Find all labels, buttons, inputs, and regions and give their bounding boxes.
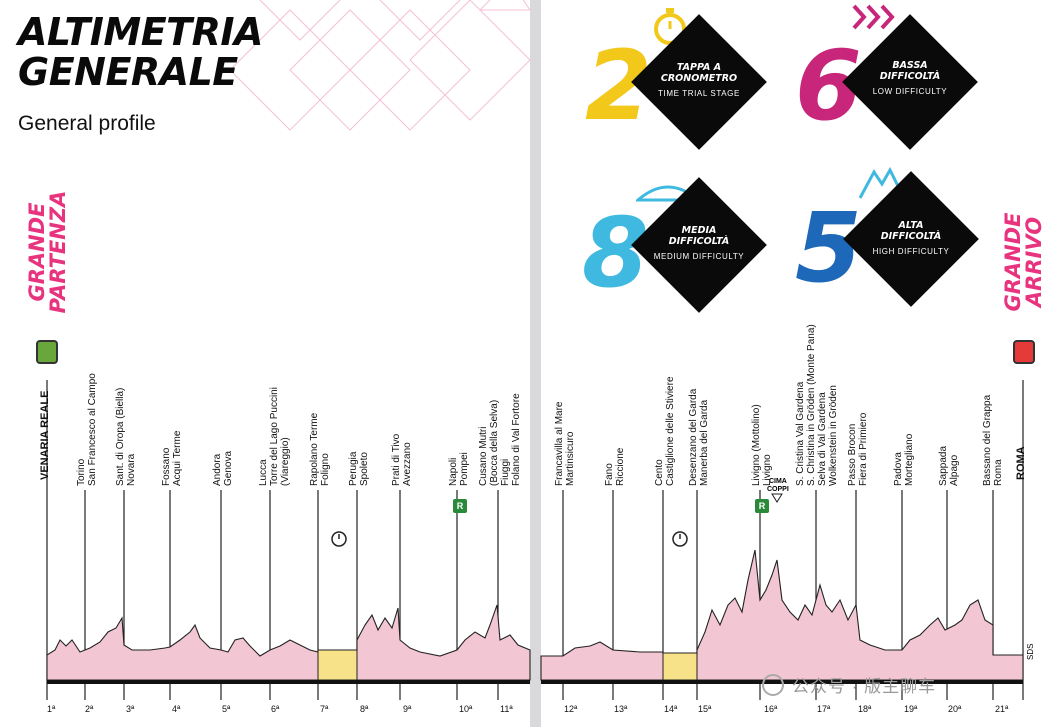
stage-number-19: 19ª: [904, 704, 918, 714]
title-line-1: ALTIMETRIA: [18, 10, 263, 54]
start-badge-icon: [36, 340, 58, 364]
medium-difficulty-count: 8: [582, 197, 649, 309]
location-label-stage-2: Sant. di Oropa (Biella) Novara: [115, 387, 137, 486]
low-difficulty-label: BASSA DIFFICOLTÀ: [879, 60, 941, 82]
tt-segment-left: [317, 649, 358, 681]
medium-difficulty-label: MEDIA DIFFICOLTÀ: [668, 225, 730, 247]
high-difficulty-label: ALTA DIFFICOLTÀ: [880, 220, 942, 242]
sds-label: SDS: [1026, 643, 1035, 660]
location-label-stage-7: Perugia Spoleto: [348, 451, 370, 486]
stopwatch-marker-icon: [331, 531, 688, 547]
stage-number-20: 20ª: [948, 704, 962, 714]
stage-number-1: 1ª: [47, 704, 56, 714]
location-label-stage-20: Bassano del Grappa Roma: [982, 394, 1004, 486]
location-label-stage-4: Andora Genova: [212, 450, 234, 486]
location-label-stage-10: Cusano Mutri (Bocca della Selva) Fiuggi …: [478, 393, 522, 486]
stage-number-14: 14ª: [664, 704, 678, 714]
r-badge-icon-left: R: [453, 499, 467, 513]
low-difficulty-sublabel: LOW DIFFICULTY: [872, 87, 948, 96]
location-label-stage-6: Rapolano Terme Foligno: [309, 412, 331, 486]
watermark-text: 公众号 · 版主聊车: [792, 677, 937, 696]
time-trial-text: TAPPA A CRONOMETRO TIME TRIAL STAGE: [639, 62, 759, 98]
location-label-stage-8: Prati di Tivo Avezzano: [391, 433, 413, 486]
location-label-stage-14: Desenzano del Garda Manerba del Garda: [688, 388, 710, 486]
page-subtitle: General profile: [18, 112, 156, 135]
time-trial-sublabel: TIME TRIAL STAGE: [658, 89, 740, 98]
location-label-stage-17: Passo Brocon Fiera di Primiero: [847, 412, 869, 486]
stage-number-18: 18ª: [858, 704, 872, 714]
high-difficulty-count: 5: [795, 192, 862, 304]
location-label-stage-16: S. Cristina Val Gardena S. Christina in …: [795, 324, 839, 486]
low-difficulty-text: BASSA DIFFICOLTÀ LOW DIFFICULTY: [850, 60, 970, 96]
finish-city-label: ROMA: [1015, 446, 1027, 480]
stage-number-13: 13ª: [614, 704, 628, 714]
location-label-stage-5: Lucca Torre del Lago Puccini (Viareggio): [258, 387, 291, 486]
stage-number-15: 15ª: [698, 704, 712, 714]
high-difficulty-sublabel: HIGH DIFFICULTY: [872, 247, 950, 256]
page-gutter: [530, 0, 541, 727]
stage-number-5: 5ª: [222, 704, 231, 714]
location-label-stage-1: Torino San Francesco al Campo: [76, 373, 98, 486]
stage-number-10: 10ª: [459, 704, 473, 714]
mountains-icon: [858, 166, 906, 199]
stage-number-7: 7ª: [320, 704, 329, 714]
page-title: ALTIMETRIA GENERALE: [18, 12, 263, 92]
finish-badge-icon: [1013, 340, 1035, 364]
stage-number-11: 11ª: [500, 704, 513, 714]
r-badge-icon-right: R: [755, 499, 769, 513]
time-trial-label: TAPPA A CRONOMETRO: [660, 62, 738, 84]
location-label-stage-11: Francavilla al Mare Martinsicuro: [554, 401, 576, 486]
location-label-stage-19: Sappada Alpago: [938, 445, 960, 486]
profile-area-left: [46, 604, 531, 681]
baseline-left: [47, 680, 530, 684]
stage-number-4: 4ª: [172, 704, 181, 714]
start-city-label: VENARIA REALE: [39, 390, 51, 480]
location-label-stage-15: Livigno (Mottolino) Livigno: [751, 404, 773, 486]
high-difficulty-text: ALTA DIFFICOLTÀ HIGH DIFFICULTY: [851, 220, 971, 256]
stage-number-2: 2ª: [85, 704, 94, 714]
stage-number-16: 16ª: [764, 704, 778, 714]
stage-number-12: 12ª: [564, 704, 578, 714]
stage-number-3: 3ª: [126, 704, 135, 714]
stage-number-17: 17ª: [817, 704, 831, 714]
medium-difficulty-text: MEDIA DIFFICOLTÀ MEDIUM DIFFICULTY: [639, 225, 759, 261]
cima-coppi-label: CIMA COPPI: [767, 478, 789, 493]
location-label-stage-9: Napoli Pompei: [448, 452, 470, 486]
location-label-stage-13: Cento Castiglione delle Stiviere: [654, 376, 676, 486]
stage-number-9: 9ª: [403, 704, 412, 714]
stage-number-6: 6ª: [271, 704, 280, 714]
location-label-stage-3: Fossano Acqui Terme: [161, 430, 183, 486]
chevrons-icon: [852, 4, 895, 30]
title-line-2: GENERALE: [18, 50, 238, 94]
wechat-icon: [762, 674, 784, 696]
location-label-stage-18: Padova Mortegliano: [893, 433, 915, 486]
medium-difficulty-sublabel: MEDIUM DIFFICULTY: [653, 252, 745, 261]
location-label-stage-12: Fano Riccione: [604, 447, 626, 486]
stage-number-21: 21ª: [995, 704, 1009, 714]
cima-coppi-icon: [771, 493, 783, 503]
tt-segment-right: [662, 652, 698, 681]
stage-number-8: 8ª: [360, 704, 369, 714]
